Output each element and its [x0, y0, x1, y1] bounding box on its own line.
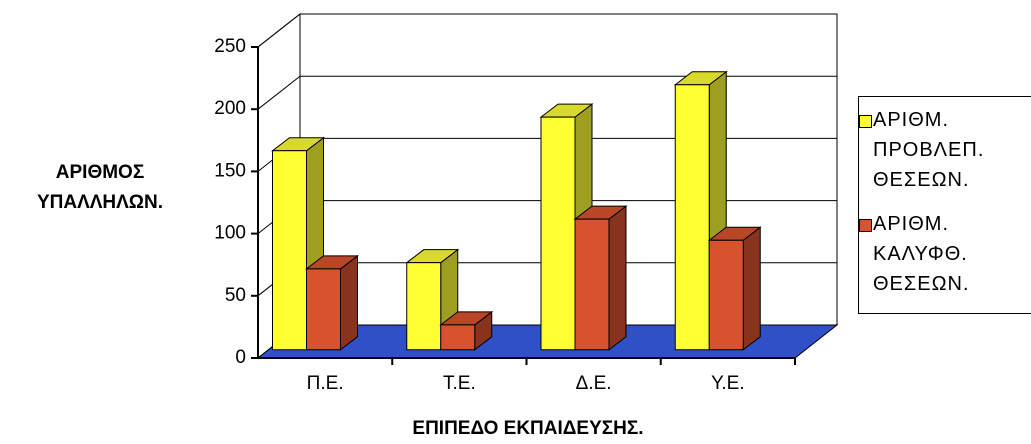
- bar-front: [272, 150, 307, 351]
- legend-swatch: [859, 115, 872, 128]
- bar: [707, 226, 762, 351]
- legend-label: ΑΡΙΘΜ. ΚΑΛΥΦΘ. ΘΕΣΕΩΝ.: [873, 213, 970, 295]
- bar-front: [574, 218, 610, 351]
- bar-front: [440, 324, 476, 351]
- bar-side: [742, 226, 761, 351]
- legend-swatch: [859, 219, 872, 232]
- y-tick-label: 200: [214, 98, 246, 119]
- bar: [573, 205, 628, 351]
- bar: [305, 254, 359, 351]
- y-tick-label: 0: [235, 347, 246, 368]
- legend: ΑΡΙΘΜ. ΠΡΟΒΛΕΠ. ΘΕΣΕΩΝ. ΑΡΙΘΜ. ΚΑΛΥΦΘ. ΘΕ…: [858, 96, 1031, 314]
- bar-front: [306, 268, 341, 351]
- y-tick-label: 100: [214, 223, 246, 244]
- bar: [439, 310, 494, 351]
- legend-item: ΑΡΙΘΜ. ΚΑΛΥΦΘ. ΘΕΣΕΩΝ.: [859, 209, 1023, 299]
- y-tick-label: 150: [214, 160, 246, 181]
- grid-line: [257, 13, 837, 48]
- bar-front: [540, 116, 576, 351]
- y-tick-label: 250: [214, 36, 246, 57]
- legend-item: ΑΡΙΘΜ. ΠΡΟΒΛΕΠ. ΘΕΣΕΩΝ.: [859, 105, 1023, 195]
- x-axis-title: ΕΠΙΠΕΔΟ ΕΚΠΑΙΔΕΥΣΗΣ.: [412, 418, 644, 439]
- legend-label: ΑΡΙΘΜ. ΠΡΟΒΛΕΠ. ΘΕΣΕΩΝ.: [873, 109, 985, 191]
- x-tick-label: Δ.Ε.: [576, 373, 612, 394]
- bar-side: [340, 254, 358, 351]
- x-tick-label: Π.Ε.: [307, 373, 344, 394]
- bar-side: [608, 205, 627, 351]
- x-tick-label: Τ.Ε.: [443, 373, 476, 394]
- x-tick-label: Υ.Ε.: [711, 373, 744, 394]
- grid-line: [257, 75, 837, 110]
- bar-front: [406, 262, 442, 351]
- bar-front: [708, 239, 744, 351]
- bar-front: [674, 84, 710, 351]
- y-axis-title: ΑΡΙΘΜΟΣ ΥΠΑΛΛΗΛΩΝ.: [36, 162, 164, 213]
- y-tick-label: 50: [225, 285, 246, 306]
